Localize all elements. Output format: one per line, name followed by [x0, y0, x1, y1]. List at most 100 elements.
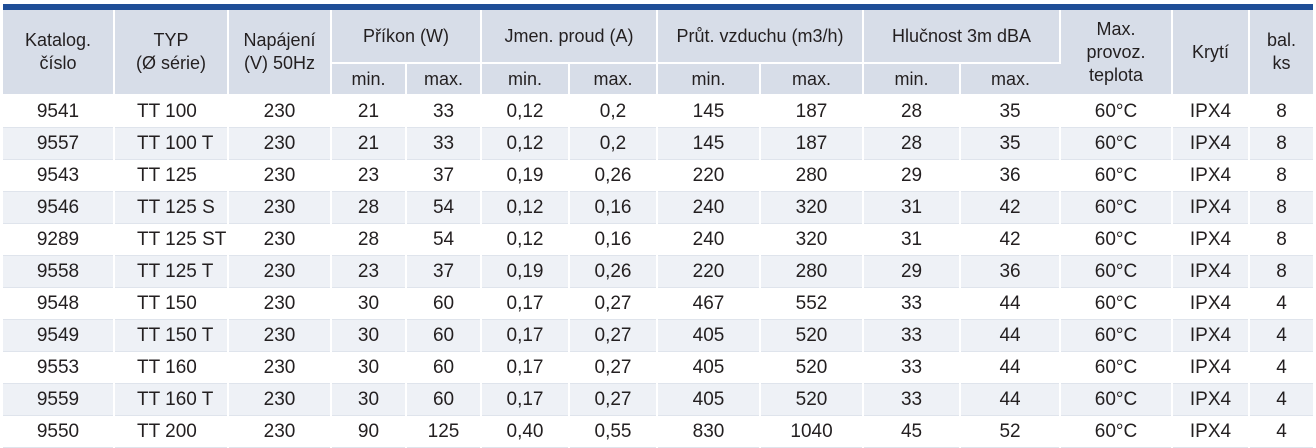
cell-proud-min: 0,40 — [481, 415, 571, 448]
header-prikon-min: min. — [331, 63, 407, 96]
cell-prikon-min: 23 — [331, 159, 407, 192]
cell-hluk-max: 36 — [960, 159, 1062, 192]
cell-hluk-min: 29 — [863, 255, 962, 288]
cell-kryti: IPX4 — [1172, 351, 1251, 384]
cell-bal: 8 — [1249, 95, 1314, 128]
cell-hluk-max: 44 — [960, 383, 1062, 416]
cell-vzduch-min: 240 — [657, 191, 762, 224]
cell-prikon-max: 60 — [406, 351, 483, 384]
header-hluk-min: min. — [863, 63, 962, 96]
cell-vzduch-min: 467 — [657, 287, 762, 320]
cell-prikon-min: 28 — [331, 223, 407, 256]
cell-bal: 8 — [1249, 255, 1314, 288]
cell-hluk-max: 44 — [960, 351, 1062, 384]
cell-cislo: 9557 — [3, 127, 115, 160]
cell-hluk-min: 33 — [863, 351, 962, 384]
cell-hluk-min: 31 — [863, 191, 962, 224]
cell-hluk-max: 42 — [960, 191, 1062, 224]
cell-vzduch-max: 280 — [760, 255, 865, 288]
header-katalog: Katalog. číslo — [3, 10, 115, 96]
cell-bal: 8 — [1249, 223, 1314, 256]
table-row: 9559 TT 160 T 230 30 60 0,17 0,27 405 520 33 44 60°… — [3, 383, 1314, 416]
cell-hluk-min: 33 — [863, 319, 962, 352]
cell-napajeni: 230 — [228, 351, 332, 384]
cell-typ: TT 125 T — [114, 255, 229, 288]
cell-typ: TT 150 T — [114, 319, 229, 352]
accent-stripe — [3, 4, 1313, 10]
cell-vzduch-max: 280 — [760, 159, 865, 192]
cell-hluk-max: 44 — [960, 287, 1062, 320]
cell-teplota: 60°C — [1060, 127, 1174, 160]
header-kryti: Krytí — [1172, 10, 1251, 96]
table-row: 9546 TT 125 S 230 28 54 0,12 0,16 240 320 31 42 60°… — [3, 191, 1314, 224]
cell-hluk-max: 35 — [960, 127, 1062, 160]
cell-prikon-max: 60 — [406, 287, 483, 320]
header-prikon: Příkon (W) — [331, 10, 483, 64]
cell-teplota: 60°C — [1060, 319, 1174, 352]
cell-typ: TT 100 — [114, 95, 229, 128]
cell-vzduch-max: 552 — [760, 287, 865, 320]
cell-hluk-min: 45 — [863, 415, 962, 448]
cell-vzduch-max: 1040 — [760, 415, 865, 448]
cell-kryti: IPX4 — [1172, 127, 1251, 160]
cell-hluk-min: 28 — [863, 95, 962, 128]
cell-typ: TT 125 — [114, 159, 229, 192]
cell-vzduch-max: 520 — [760, 351, 865, 384]
cell-proud-max: 0,27 — [569, 383, 659, 416]
cell-typ: TT 125 S — [114, 191, 229, 224]
cell-cislo: 9553 — [3, 351, 115, 384]
table-row: 9553 TT 160 230 30 60 0,17 0,27 405 520 33 44 60°C I… — [3, 351, 1314, 384]
cell-cislo: 9546 — [3, 191, 115, 224]
cell-prikon-max: 60 — [406, 319, 483, 352]
cell-prikon-max: 33 — [406, 95, 483, 128]
cell-prikon-min: 30 — [331, 287, 407, 320]
cell-cislo: 9543 — [3, 159, 115, 192]
cell-prikon-min: 90 — [331, 415, 407, 448]
cell-hluk-max: 52 — [960, 415, 1062, 448]
header-max-teplota: Max. provoz. teplota — [1060, 10, 1174, 96]
cell-typ: TT 150 — [114, 287, 229, 320]
cell-hluk-max: 42 — [960, 223, 1062, 256]
header-hlucnost: Hlučnost 3m dBA — [863, 10, 1062, 64]
cell-proud-max: 0,55 — [569, 415, 659, 448]
table-row: 9541 TT 100 230 21 33 0,12 0,2 145 187 28 35 60°C IP… — [3, 95, 1314, 128]
cell-kryti: IPX4 — [1172, 159, 1251, 192]
header-proud-max: max. — [569, 63, 659, 96]
cell-typ: TT 200 — [114, 415, 229, 448]
header-proud: Jmen. proud (A) — [481, 10, 659, 64]
cell-vzduch-max: 520 — [760, 319, 865, 352]
table-row: 9558 TT 125 T 230 23 37 0,19 0,26 220 280 29 36 60°… — [3, 255, 1314, 288]
cell-teplota: 60°C — [1060, 191, 1174, 224]
cell-cislo: 9558 — [3, 255, 115, 288]
cell-vzduch-min: 830 — [657, 415, 762, 448]
cell-vzduch-max: 187 — [760, 95, 865, 128]
cell-napajeni: 230 — [228, 127, 332, 160]
cell-typ: TT 160 T — [114, 383, 229, 416]
cell-prikon-max: 125 — [406, 415, 483, 448]
table-row: 9557 TT 100 T 230 21 33 0,12 0,2 145 187 28 35 60°C… — [3, 127, 1314, 160]
cell-proud-max: 0,2 — [569, 95, 659, 128]
cell-prikon-max: 37 — [406, 255, 483, 288]
cell-prikon-max: 60 — [406, 383, 483, 416]
cell-cislo: 9289 — [3, 223, 115, 256]
cell-napajeni: 230 — [228, 95, 332, 128]
cell-vzduch-min: 145 — [657, 127, 762, 160]
header-bal: bal. ks — [1249, 10, 1314, 96]
cell-vzduch-max: 187 — [760, 127, 865, 160]
cell-napajeni: 230 — [228, 191, 332, 224]
cell-napajeni: 230 — [228, 223, 332, 256]
cell-kryti: IPX4 — [1172, 415, 1251, 448]
table-row: 9549 TT 150 T 230 30 60 0,17 0,27 405 520 33 44 60°… — [3, 319, 1314, 352]
cell-prikon-max: 54 — [406, 191, 483, 224]
cell-kryti: IPX4 — [1172, 383, 1251, 416]
cell-bal: 8 — [1249, 127, 1314, 160]
cell-typ: TT 160 — [114, 351, 229, 384]
cell-napajeni: 230 — [228, 159, 332, 192]
cell-proud-min: 0,12 — [481, 223, 571, 256]
table-row: 9543 TT 125 230 23 37 0,19 0,26 220 280 29 36 60°C I… — [3, 159, 1314, 192]
cell-teplota: 60°C — [1060, 255, 1174, 288]
header-proud-min: min. — [481, 63, 571, 96]
cell-proud-max: 0,26 — [569, 159, 659, 192]
cell-bal: 4 — [1249, 351, 1314, 384]
cell-bal: 8 — [1249, 191, 1314, 224]
